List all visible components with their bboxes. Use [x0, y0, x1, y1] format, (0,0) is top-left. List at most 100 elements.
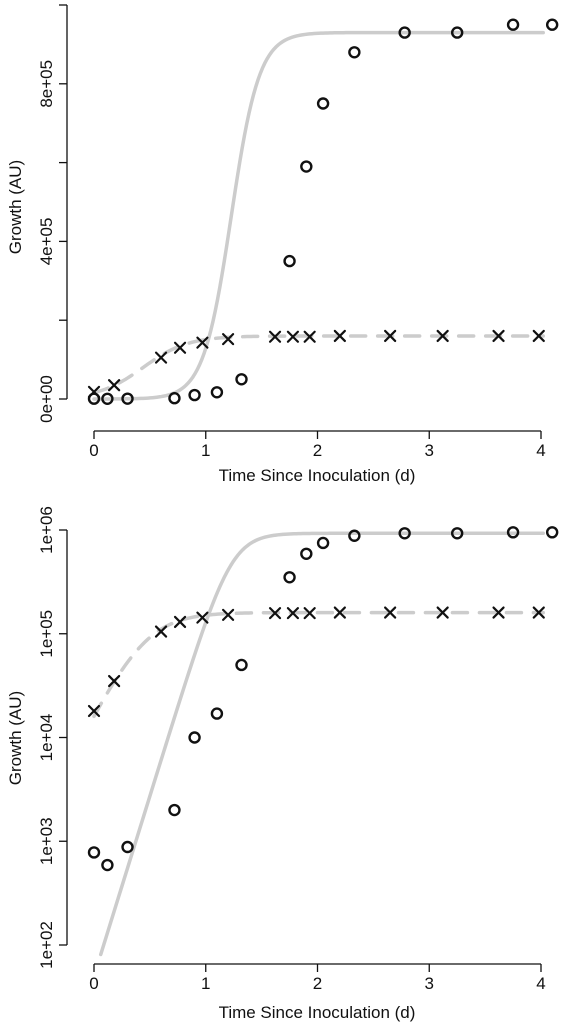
y-tick-label: 1e+05: [37, 610, 56, 658]
circle-point: [235, 658, 248, 672]
circle-point: [545, 18, 559, 31]
cross-stroke: [268, 607, 282, 620]
circle-point: [101, 392, 114, 405]
cross-stroke: [173, 615, 187, 629]
cross-point: [492, 606, 505, 619]
cross-stroke: [303, 330, 316, 343]
circle-point: [121, 392, 134, 405]
cross-point: [196, 611, 209, 624]
circle-point: [348, 529, 361, 542]
cross-point: [436, 329, 449, 343]
cross-point: [154, 625, 168, 638]
cross-stroke: [154, 351, 168, 364]
cross-stroke: [436, 606, 449, 619]
cross-point: [303, 607, 316, 620]
cross-stroke: [108, 674, 121, 688]
cross-stroke: [333, 329, 346, 343]
y-tick-label: 8e+05: [37, 60, 56, 108]
y-tick-label: 1e+02: [37, 921, 56, 969]
fit-line-series-1: [98, 531, 545, 957]
cross-stroke: [384, 329, 397, 343]
cross-point: [154, 351, 168, 364]
axes: 0 1 2 3 4 0e+00 4e+05 8e+05: [37, 4, 546, 460]
y-tick-label: 0e+00: [37, 375, 56, 423]
circle-point: [450, 26, 464, 39]
cross-stroke: [333, 606, 346, 619]
cross-point: [173, 341, 187, 354]
cross-stroke: [196, 611, 209, 624]
cross-stroke: [492, 606, 505, 619]
cross-point: [333, 329, 346, 343]
circle-point: [300, 547, 313, 560]
x-tick-label: 0: [89, 441, 98, 460]
log-growth-panel: 0 1 2 3 4 1e+02 1e+03 1e+04 1e+05 1e+06 Time Sinc…: [6, 506, 559, 1022]
cross-stroke: [268, 330, 282, 343]
cross-stroke: [286, 330, 300, 343]
cross-point: [532, 329, 545, 343]
circle-point: [188, 388, 201, 402]
y-tick-label: 4e+05: [37, 218, 56, 266]
cross-point: [87, 704, 101, 718]
cross-stroke: [492, 329, 505, 343]
axes: 0 1 2 3 4 1e+02 1e+03 1e+04 1e+05 1e+06: [37, 506, 546, 993]
circle-point: [506, 18, 520, 31]
circle-point: [398, 26, 411, 39]
x-tick-label: 1: [201, 974, 210, 993]
circle-point: [188, 731, 201, 744]
cross-stroke: [222, 608, 235, 621]
cross-stroke: [87, 385, 101, 399]
circle-point: [300, 160, 313, 173]
cross-point: [436, 606, 449, 619]
x-tick-label: 2: [313, 441, 322, 460]
cross-point: [196, 336, 209, 349]
circle-point: [121, 840, 134, 854]
cross-point: [268, 330, 282, 343]
circle-point: [210, 707, 224, 720]
cross-point: [286, 330, 300, 343]
data-points: [87, 18, 559, 405]
circle-point: [398, 527, 411, 540]
cross-stroke: [173, 341, 187, 354]
circle-point: [316, 536, 330, 550]
circle-point: [87, 846, 101, 859]
cross-stroke: [436, 329, 449, 343]
cross-stroke: [87, 704, 101, 718]
cross-point: [384, 606, 397, 619]
x-tick-label: 3: [425, 441, 434, 460]
cross-point: [303, 330, 316, 343]
circle-point: [283, 254, 296, 268]
cross-point: [173, 615, 187, 629]
x-tick-label: 4: [536, 974, 545, 993]
circle-point: [168, 803, 181, 817]
y-axis-label: Growth (AU): [6, 691, 25, 785]
cross-stroke: [196, 336, 209, 349]
cross-point: [222, 333, 235, 346]
cross-stroke: [303, 607, 316, 620]
fit-line-series-2: [92, 334, 545, 395]
x-axis-label: Time Since Inoculation (d): [219, 466, 416, 485]
cross-point: [268, 607, 282, 620]
fit-line-series-2: [92, 610, 545, 719]
circle-point: [235, 373, 248, 386]
circle-point: [101, 858, 114, 872]
circle-point: [316, 97, 330, 110]
x-tick-label: 2: [313, 974, 322, 993]
cross-stroke: [532, 329, 545, 343]
circle-point: [506, 526, 520, 539]
y-axis-label: Growth (AU): [6, 160, 25, 254]
cross-stroke: [384, 606, 397, 619]
x-tick-label: 1: [201, 441, 210, 460]
x-tick-label: 0: [89, 974, 98, 993]
cross-stroke: [532, 606, 545, 619]
circle-point: [168, 392, 181, 405]
y-tick-label: 1e+06: [37, 506, 56, 554]
cross-stroke: [222, 333, 235, 346]
cross-point: [222, 608, 235, 621]
cross-point: [492, 329, 505, 343]
fit-curves: [92, 30, 545, 401]
cross-stroke: [154, 625, 168, 638]
fit-curves: [92, 531, 545, 957]
cross-point: [286, 607, 300, 620]
linear-growth-panel: 0 1 2 3 4 0e+00 4e+05 8e+05 Time Since Inoculat…: [6, 4, 559, 485]
